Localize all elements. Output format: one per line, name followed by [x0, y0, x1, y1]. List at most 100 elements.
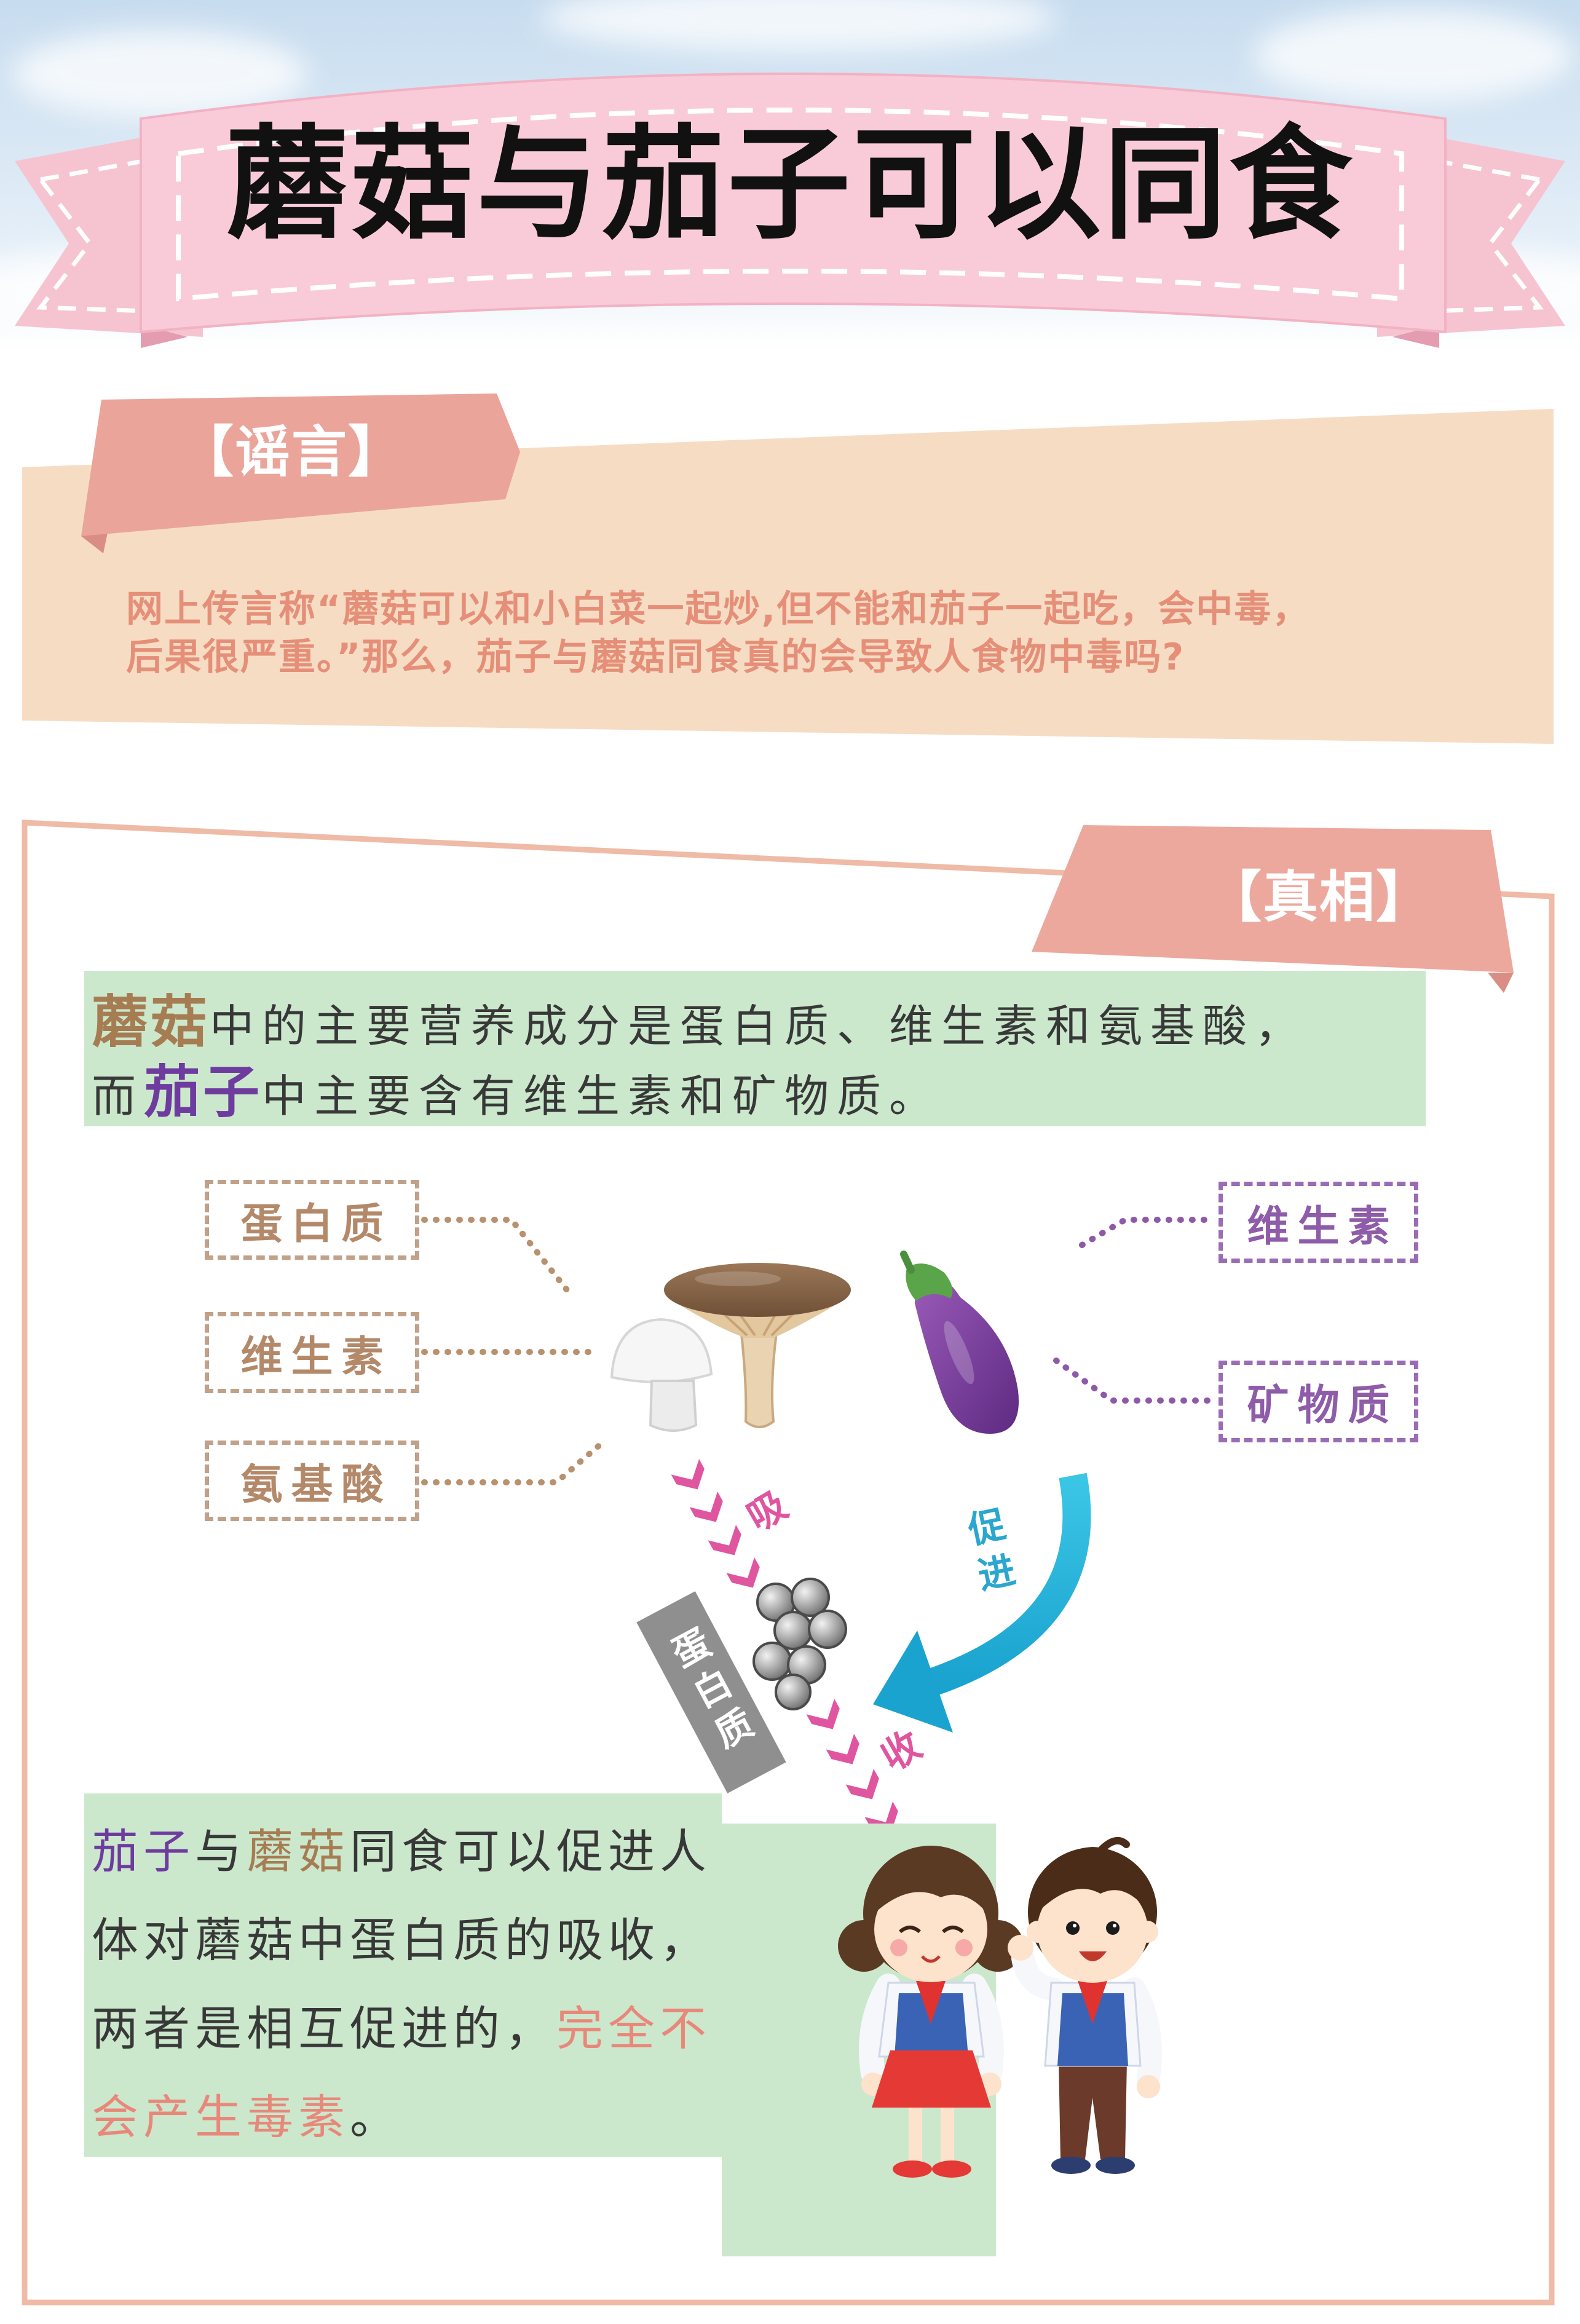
absorb-chevron [806, 1699, 847, 1737]
girl-eye-left [899, 1926, 921, 1934]
absorb-chevron [671, 1459, 712, 1498]
boy-eye-left [1066, 1921, 1080, 1935]
page-title: 蘑菇与茄子可以同食 [225, 113, 1354, 256]
boy-eye-highlight [1113, 1924, 1116, 1927]
cap-highlight [695, 1271, 781, 1286]
girl-mouth [921, 1955, 941, 1963]
promote-arrow-head [873, 1630, 953, 1733]
boy-face [1037, 1878, 1148, 1983]
intro-line-1: 蘑菇 中的主要营养成分是蛋白质、维生素和氨基酸， [92, 976, 1307, 1058]
girl-eye-right [942, 1926, 964, 1934]
girl-vest [895, 1993, 968, 2057]
conclusion-line-1-text: 同食可以促进人 [350, 1824, 711, 1879]
eggplant-calyx [906, 1263, 953, 1301]
cloud [12, 31, 307, 117]
conclusion-line-2: 体对蘑菇中蛋白质的吸收， [92, 1913, 711, 1967]
conclusion-highlight-1: 完全不 [556, 2001, 711, 2056]
boy-shoe-right [1096, 2157, 1135, 2174]
eggplant-nutrient-vitamin: 维生素 [1219, 1182, 1418, 1263]
promote-arrow-shaft [930, 1472, 1091, 1695]
boy-arm-down [1123, 1977, 1163, 2089]
conclusion-line-4: 会产生毒素。 [92, 2087, 401, 2148]
conclusion-eggplant-word: 茄子 [92, 1824, 195, 1879]
oyster-mushroom-gills [667, 1297, 848, 1338]
connector-minerals [1053, 1358, 1217, 1404]
conclusion-connector: 与 [195, 1824, 247, 1879]
intro-line-2-lead: 而 [92, 1070, 144, 1122]
girl-shoe-left [893, 2160, 932, 2178]
girl-red-scarf [916, 1981, 946, 2024]
button-mushroom-stem [649, 1380, 698, 1432]
intro-green-box [84, 971, 1426, 1126]
mushroom-nutrient-protein: 蛋白质 [205, 1180, 419, 1260]
intro-mushroom-word: 蘑菇 [92, 989, 210, 1055]
connector-vitamin-eggplant [1079, 1217, 1217, 1248]
girl-arm-right [962, 1974, 1004, 2085]
boy-mouth [1079, 1951, 1107, 1961]
eggplant-body [915, 1273, 1019, 1434]
girl-bangs [874, 1853, 987, 1913]
conclusion-end-punctuation: 。 [350, 2090, 401, 2144]
intro-line-2: 而茄子 中主要含有维生素和矿物质。 [92, 1046, 941, 1128]
girl-cheek [955, 1939, 973, 1956]
promote-arrow-icon [873, 1472, 1091, 1733]
conclusion-line-1: 茄子与蘑菇同食可以促进人 [92, 1821, 711, 1883]
girl-face [874, 1876, 987, 1982]
cloud [1254, 9, 1574, 101]
connector-amino-acid [421, 1437, 609, 1485]
absorb-chevron [845, 1769, 887, 1808]
cloud [541, 0, 1057, 52]
conclusion-line-3-text: 两者是相互促进的， [92, 2001, 556, 2056]
boy-illustration [1008, 1836, 1163, 2174]
girl-leg-right [941, 2103, 954, 2163]
connectors [421, 1217, 1217, 1485]
eggplant-highlight [944, 1321, 974, 1385]
rumor-text-line-1: 网上传言称“蘑菇可以和小白菜一起炒,但不能和茄子一起吃，会中毒， [126, 588, 1311, 631]
absorb-chevron [689, 1492, 730, 1530]
title-ribbon [15, 73, 1565, 348]
boy-hand-raised [1008, 1935, 1033, 1961]
intro-eggplant-word: 茄子 [144, 1059, 263, 1125]
conclusion-line-3: 两者是相互促进的，完全不 [92, 1998, 711, 2060]
mushroom-nutrient-amino-acid: 氨基酸 [205, 1441, 419, 1521]
boy-arm-raised [1011, 1947, 1064, 2001]
ribbon-band [140, 73, 1447, 334]
rumor-tab-label: 【谣言】 [178, 420, 405, 484]
rumor-text-line-2: 后果很严重。”那么，茄子与蘑菇同食真的会导致人食物中毒吗? [126, 636, 1185, 679]
boy-eye-highlight [1073, 1924, 1076, 1927]
girl-illustration [838, 1846, 1024, 2178]
absorb-chevron [826, 1734, 867, 1773]
intro-line-2-text: 中主要含有维生素和矿物质。 [262, 1070, 942, 1122]
boy-shoe-left [1051, 2157, 1091, 2174]
rumor-tab [81, 393, 520, 536]
eggplant-icon [900, 1251, 1019, 1434]
button-mushroom-cap [610, 1318, 713, 1383]
girl-arm-left [859, 1974, 901, 2085]
truth-tab-label: 【真相】 [1206, 865, 1432, 930]
truth-tab-fold [1488, 973, 1514, 993]
girl-skirt [872, 2050, 991, 2108]
girl-leg-left [909, 2103, 922, 2163]
eggplant-nutrient-minerals: 矿物质 [1219, 1361, 1418, 1442]
absorb-chevron [726, 1557, 767, 1596]
mushroom-nutrient-vitamin: 维生素 [205, 1312, 419, 1393]
intro-line-1-text: 中的主要营养成分是蛋白质、维生素和氨基酸， [210, 1000, 1308, 1052]
boy-red-scarf [1078, 1981, 1107, 2024]
conclusion-green-box [84, 1793, 722, 2157]
connector-protein [421, 1217, 575, 1299]
absorb-chevron [708, 1525, 749, 1563]
gill-lines [721, 1311, 796, 1337]
girl-cheek [890, 1939, 907, 1956]
absorb-arrow-icon [671, 1459, 767, 1596]
boy-vest [1057, 1993, 1128, 2066]
boy-bangs [1038, 1847, 1148, 1912]
boy-hand-down [1137, 2075, 1160, 2098]
boy-pants [1059, 2061, 1127, 2159]
mushroom-icon [610, 1263, 851, 1432]
boy-eye-right [1106, 1921, 1120, 1935]
eggplant-stem [900, 1251, 915, 1274]
oyster-mushroom-cap [664, 1263, 851, 1317]
conclusion-mushroom-word: 蘑菇 [247, 1824, 350, 1879]
